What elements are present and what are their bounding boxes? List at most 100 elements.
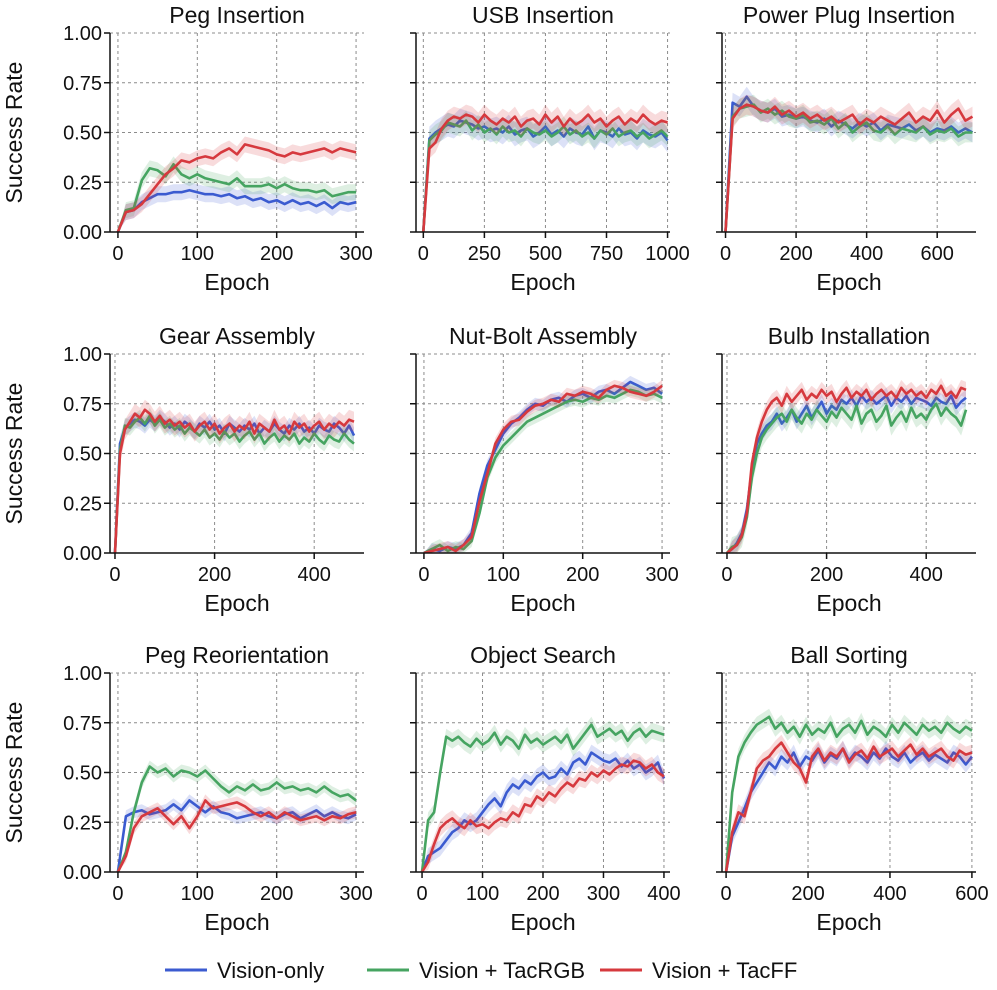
series-confidence-band xyxy=(726,740,972,872)
x-axis-label: Epoch xyxy=(204,590,269,616)
series-confidence-band xyxy=(727,393,966,553)
series-group xyxy=(724,94,974,232)
series-confidence-band xyxy=(727,377,966,553)
x-tick-label: 300 xyxy=(339,883,372,905)
y-tick-label: 0.50 xyxy=(63,763,102,785)
series-confidence-band xyxy=(117,182,357,232)
series-group xyxy=(116,182,357,232)
x-tick-label: 200 xyxy=(526,883,559,905)
chart-title: Ball Sorting xyxy=(790,642,908,668)
x-tick-label: 200 xyxy=(566,564,599,586)
chart-title: USB Insertion xyxy=(472,2,614,28)
series-line xyxy=(113,408,355,553)
x-tick-label: 300 xyxy=(645,564,678,586)
series-confidence-band xyxy=(117,156,357,232)
series-group xyxy=(724,94,973,232)
chart-panel: Gear Assembly 0 200 400 0.00 0.25 0.50 0.75 1.00… xyxy=(1,323,364,616)
y-tick-label: 0.25 xyxy=(63,493,102,515)
x-tick-label: 300 xyxy=(587,883,620,905)
x-tick-label: 300 xyxy=(339,243,372,265)
chart-title: Peg Reorientation xyxy=(145,642,329,668)
series-group xyxy=(422,104,668,232)
series-confidence-band xyxy=(422,752,664,872)
x-tick-label: 1000 xyxy=(645,243,690,265)
series-group xyxy=(724,708,973,872)
x-tick-label: 750 xyxy=(590,243,623,265)
series-group xyxy=(423,379,663,553)
x-axis-label: Epoch xyxy=(816,269,881,295)
chart-title: Nut-Bolt Assembly xyxy=(449,323,637,349)
y-tick-label: 0.75 xyxy=(63,73,102,95)
series-line xyxy=(724,715,973,872)
x-tick-label: 100 xyxy=(181,243,214,265)
series-line xyxy=(422,119,669,232)
series-group xyxy=(726,387,967,553)
series-line xyxy=(420,723,665,872)
chart-title: Peg Insertion xyxy=(169,2,305,28)
chart-panel: Peg Reorientation 0 100 200 300 0.00 0.25 0.50 0… xyxy=(1,642,373,935)
legend-item: Vision + TacRGB xyxy=(367,958,585,983)
x-tick-label: 100 xyxy=(466,883,499,905)
series-group xyxy=(113,407,355,553)
x-tick-label: 400 xyxy=(910,564,943,586)
series-confidence-band xyxy=(726,734,972,872)
chart-panel: USB Insertion 0 250 500 750 1000 Epoch xyxy=(410,2,690,295)
x-tick-label: 600 xyxy=(955,883,988,905)
x-tick-label: 200 xyxy=(810,564,843,586)
x-tick-label: 100 xyxy=(487,564,520,586)
chart-panel: Peg Insertion 0 100 200 300 0.00 0.25 0.50 0.75 1… xyxy=(1,2,373,295)
y-axis-label: Success Rate xyxy=(1,702,27,844)
series-line xyxy=(726,394,967,553)
series-confidence-band xyxy=(726,708,972,872)
legend-item: Vision + TacFF xyxy=(600,958,797,983)
series-group xyxy=(422,110,669,232)
legend-label: Vision + TacRGB xyxy=(419,958,585,983)
series-confidence-band xyxy=(725,94,973,232)
series-confidence-band xyxy=(422,716,664,872)
x-tick-label: 0 xyxy=(721,564,732,586)
series-confidence-band xyxy=(423,108,668,232)
series-confidence-band xyxy=(423,375,663,553)
series-confidence-band xyxy=(725,94,973,232)
y-tick-label: 0.50 xyxy=(63,123,102,145)
series-line xyxy=(423,388,663,553)
series-line xyxy=(116,188,357,232)
x-tick-label: 400 xyxy=(850,243,883,265)
series-confidence-band xyxy=(117,136,357,232)
series-line xyxy=(116,765,357,872)
series-group xyxy=(726,377,967,553)
y-tick-label: 0.25 xyxy=(63,812,102,834)
x-tick-label: 0 xyxy=(721,883,732,905)
chart-panel: Object Search 0 100 200 300 400 Epoch xyxy=(410,642,681,935)
x-axis-label: Epoch xyxy=(510,590,575,616)
legend-item: Vision-only xyxy=(165,958,324,983)
y-tick-label: 0.00 xyxy=(63,543,102,565)
x-tick-label: 0 xyxy=(418,564,429,586)
chart-panel: Bulb Installation 0 200 400 Epoch xyxy=(716,323,976,616)
x-tick-label: 0 xyxy=(720,243,731,265)
series-line xyxy=(422,113,668,232)
x-tick-label: 100 xyxy=(181,883,214,905)
x-tick-label: 200 xyxy=(779,243,812,265)
series-group xyxy=(423,383,663,553)
series-group xyxy=(116,136,357,232)
chart-title: Bulb Installation xyxy=(768,323,930,349)
series-line xyxy=(724,741,973,872)
series-line xyxy=(726,384,967,553)
x-tick-label: 0 xyxy=(418,243,429,265)
series-group xyxy=(420,752,665,872)
x-axis-label: Epoch xyxy=(204,909,269,935)
series-line xyxy=(420,759,665,872)
x-tick-label: 0 xyxy=(109,564,120,586)
series-group xyxy=(113,399,355,553)
chart-panel: Power Plug Insertion 0 200 400 600 Epoch xyxy=(716,2,976,295)
y-tick-label: 0.50 xyxy=(63,444,102,466)
series-line xyxy=(724,103,974,232)
y-tick-label: 0.00 xyxy=(63,222,102,244)
series-confidence-band xyxy=(423,110,668,232)
series-line xyxy=(116,799,357,872)
chart-panel: Nut-Bolt Assembly 0 100 200 300 Epoch xyxy=(410,323,679,616)
series-line xyxy=(423,384,663,553)
series-confidence-band xyxy=(727,387,966,553)
